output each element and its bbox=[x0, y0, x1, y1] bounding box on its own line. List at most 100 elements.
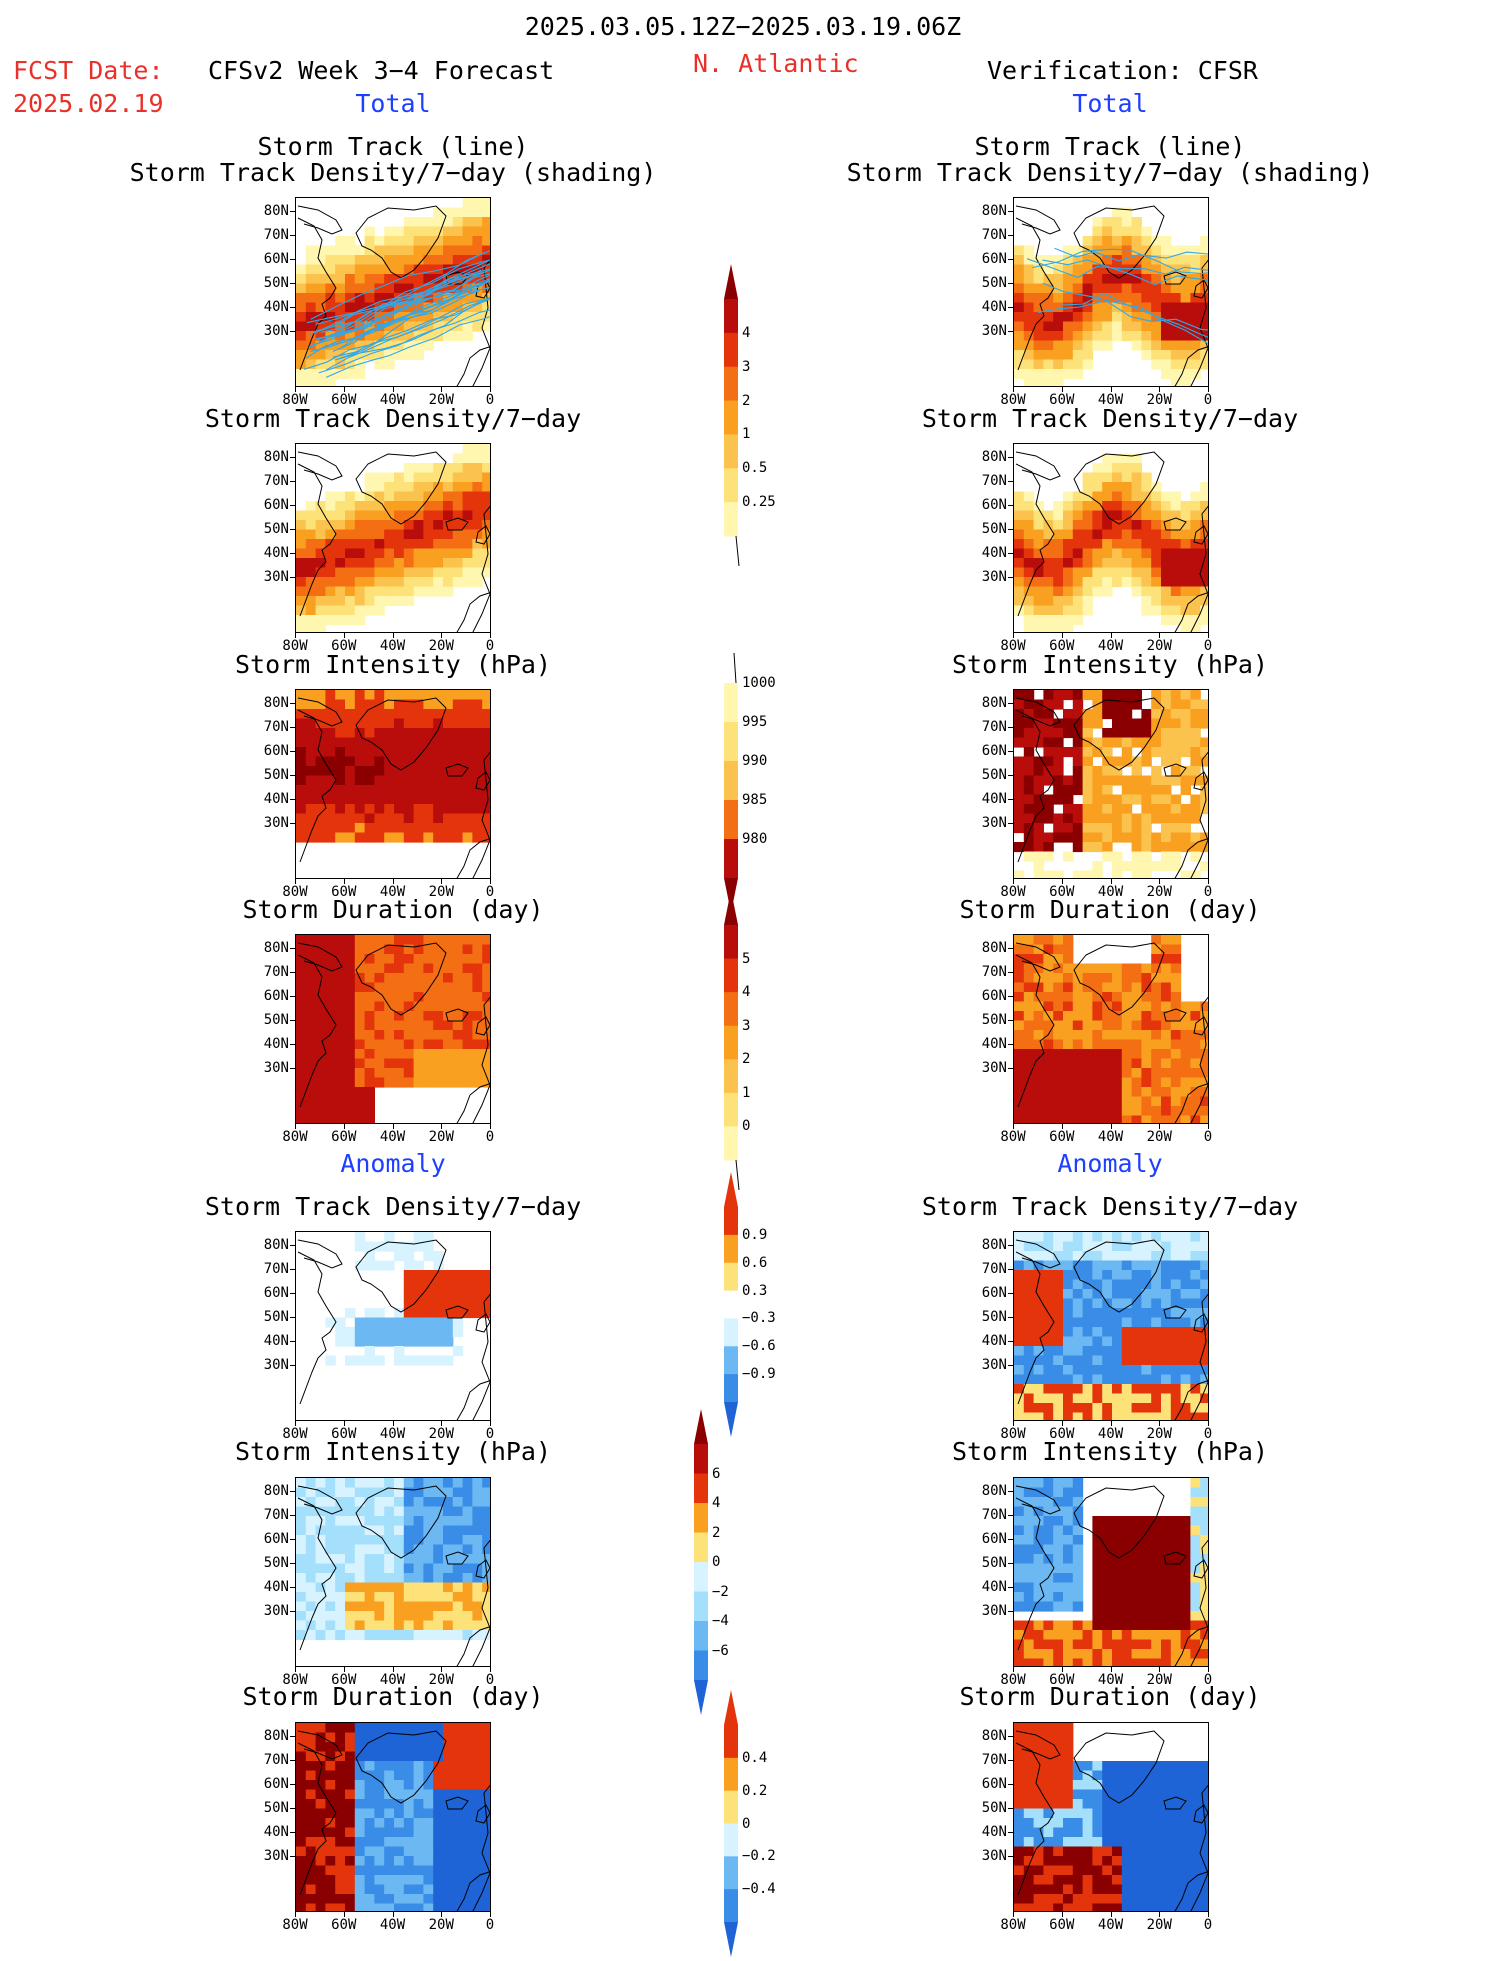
grid-cell bbox=[443, 973, 453, 983]
grid-cell bbox=[1043, 1640, 1053, 1650]
grid-cell bbox=[453, 719, 463, 729]
grid-cell bbox=[423, 1799, 433, 1809]
grid-cell bbox=[1053, 1583, 1063, 1593]
grid-cell bbox=[1122, 992, 1132, 1002]
grid-cell bbox=[306, 520, 316, 530]
grid-cell bbox=[296, 795, 306, 805]
grid-cell bbox=[1122, 1621, 1132, 1631]
grid-cell bbox=[1171, 766, 1181, 776]
grid-cell bbox=[1083, 549, 1093, 559]
grid-cell bbox=[463, 709, 473, 719]
grid-cell bbox=[394, 1847, 404, 1857]
grid-cell bbox=[306, 625, 316, 634]
grid-cell bbox=[414, 1904, 424, 1913]
grid-cell bbox=[1073, 369, 1083, 379]
grid-cell bbox=[1092, 1818, 1102, 1828]
grid-cell bbox=[1102, 1280, 1112, 1290]
grid-cell bbox=[1141, 1327, 1151, 1337]
grid-cell bbox=[404, 1337, 414, 1347]
grid-cell bbox=[1132, 1318, 1142, 1328]
grid-cell bbox=[1171, 1289, 1181, 1299]
grid-cell bbox=[472, 1761, 482, 1771]
grid-cell bbox=[1034, 1564, 1044, 1574]
grid-cell bbox=[1171, 1261, 1181, 1271]
grid-cell bbox=[1112, 1799, 1122, 1809]
grid-cell bbox=[1171, 1866, 1181, 1876]
grid-cell bbox=[463, 1270, 473, 1280]
grid-cell bbox=[1151, 1885, 1161, 1895]
colorbar-segment bbox=[724, 468, 738, 502]
grid-cell bbox=[1141, 1875, 1151, 1885]
grid-cell bbox=[1161, 1356, 1171, 1366]
grid-cell bbox=[433, 520, 443, 530]
grid-cell bbox=[443, 738, 453, 748]
grid-cell bbox=[1102, 795, 1112, 805]
grid-cell bbox=[1151, 785, 1161, 795]
grid-cell bbox=[394, 1592, 404, 1602]
grid-cell bbox=[1043, 1526, 1053, 1536]
grid-cell bbox=[453, 217, 463, 227]
grid-cell bbox=[1083, 587, 1093, 597]
grid-cell bbox=[1034, 1799, 1044, 1809]
grid-cell bbox=[463, 1621, 473, 1631]
colorbar-swatches bbox=[724, 890, 754, 1195]
grid-cell bbox=[1083, 823, 1093, 833]
grid-cell bbox=[374, 1809, 384, 1819]
grid-cell bbox=[414, 1030, 424, 1040]
title-track-line-right: Storm Track (line) bbox=[975, 133, 1246, 161]
grid-cell bbox=[1053, 1116, 1063, 1125]
grid-cell bbox=[325, 1856, 335, 1866]
grid-cell bbox=[433, 814, 443, 824]
grid-cell bbox=[472, 1507, 482, 1517]
lat-tick bbox=[1008, 1341, 1013, 1342]
grid-cell bbox=[463, 1809, 473, 1819]
grid-cell bbox=[374, 1904, 384, 1913]
grid-cell bbox=[472, 1733, 482, 1743]
grid-cell bbox=[423, 227, 433, 237]
grid-cell bbox=[1181, 1583, 1191, 1593]
grid-cell bbox=[374, 964, 384, 974]
title-density-left: Storm Track Density/7−day bbox=[205, 405, 581, 433]
grid-cell bbox=[1171, 823, 1181, 833]
grid-cell bbox=[306, 1030, 316, 1040]
grid-cell bbox=[1112, 1087, 1122, 1097]
grid-cell bbox=[1053, 785, 1063, 795]
grid-cell bbox=[1073, 1021, 1083, 1031]
grid-cell bbox=[335, 1866, 345, 1876]
grid-cell bbox=[463, 1002, 473, 1012]
grid-cell bbox=[443, 255, 453, 265]
grid-cell bbox=[1053, 1087, 1063, 1097]
grid-cell bbox=[423, 1602, 433, 1612]
grid-cell bbox=[472, 1040, 482, 1050]
grid-cell bbox=[384, 1059, 394, 1069]
grid-cell bbox=[453, 983, 463, 993]
grid-cell bbox=[1063, 1780, 1073, 1790]
grid-cell bbox=[1151, 1526, 1161, 1536]
grid-cell bbox=[1161, 1002, 1171, 1012]
grid-cell bbox=[1024, 1592, 1034, 1602]
forecast-title: CFSv2 Week 3−4 Forecast bbox=[208, 57, 554, 85]
grid-cell bbox=[1112, 539, 1122, 549]
grid-cell bbox=[1014, 1828, 1024, 1838]
grid-cell bbox=[1092, 1573, 1102, 1583]
grid-cell bbox=[1024, 1799, 1034, 1809]
grid-cell bbox=[1171, 1337, 1181, 1347]
grid-cell bbox=[482, 1280, 491, 1290]
grid-cell bbox=[1132, 293, 1142, 303]
colorbar-label: 980 bbox=[742, 832, 767, 846]
grid-cell bbox=[335, 1040, 345, 1050]
colorbar-label: 990 bbox=[742, 754, 767, 768]
grid-cell bbox=[1024, 1059, 1034, 1069]
grid-cell bbox=[1112, 776, 1122, 786]
grid-cell bbox=[472, 1837, 482, 1847]
grid-cell bbox=[1122, 1630, 1132, 1640]
grid-cell bbox=[1024, 973, 1034, 983]
grid-cell bbox=[384, 1885, 394, 1895]
grid-cell bbox=[404, 1356, 414, 1366]
grid-cell bbox=[325, 1894, 335, 1904]
grid-cell bbox=[1151, 1780, 1161, 1790]
grid-cell bbox=[1151, 1621, 1161, 1631]
grid-cell bbox=[1083, 284, 1093, 294]
grid-cell bbox=[1132, 1573, 1142, 1583]
grid-cell bbox=[433, 1280, 443, 1290]
